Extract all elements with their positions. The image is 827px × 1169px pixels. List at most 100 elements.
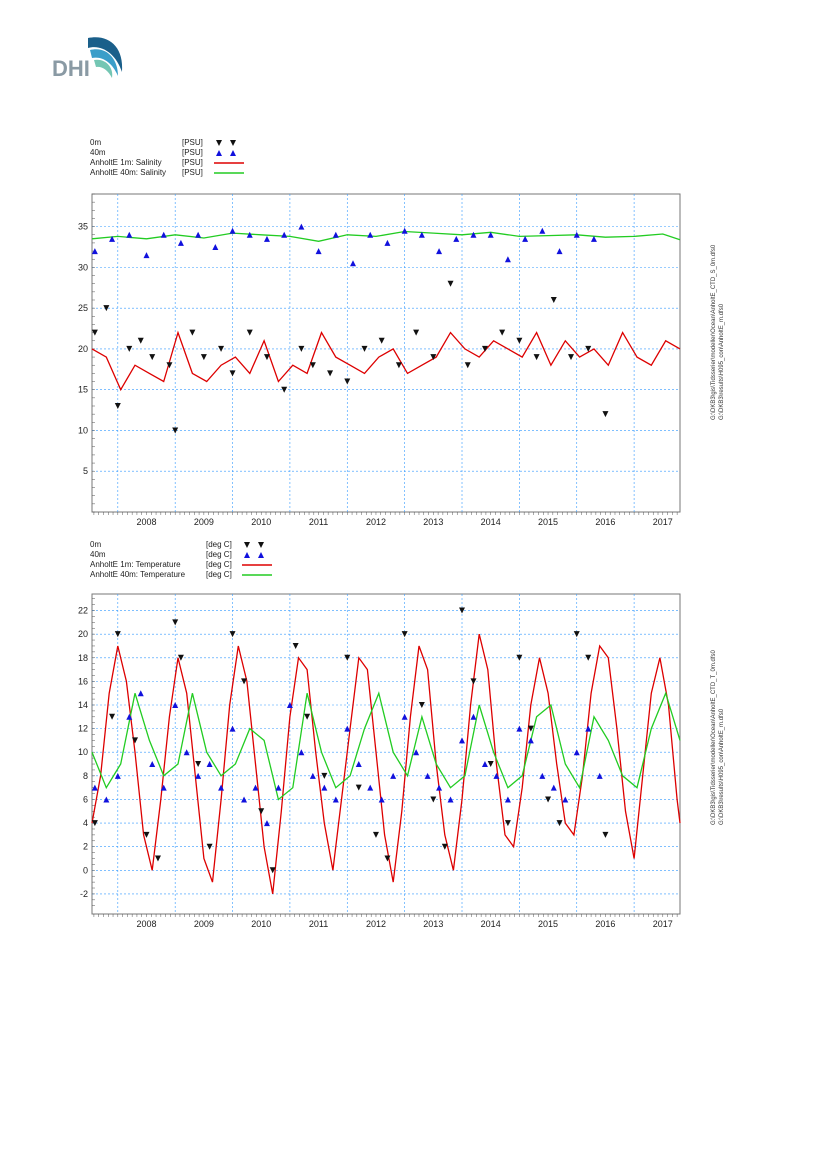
- legend-unit: [deg C]: [206, 570, 232, 579]
- surface-point: [246, 329, 253, 336]
- legend-unit: [deg C]: [206, 550, 232, 559]
- x-tick-label: 2010: [251, 517, 271, 527]
- x-tick-label: 2009: [194, 517, 214, 527]
- bottom-point: [195, 231, 202, 238]
- surface-point: [258, 808, 265, 815]
- series-line-1: [91, 230, 681, 242]
- bottom-point: [424, 772, 431, 779]
- surface-point: [241, 678, 248, 685]
- bottom-point: [298, 223, 305, 230]
- y-tick-label: 10: [78, 747, 88, 757]
- surface-point: [395, 362, 402, 369]
- dhi-logo: DHI: [52, 37, 123, 80]
- legend-unit: [PSU]: [182, 168, 203, 177]
- x-tick-label: 2016: [595, 919, 615, 929]
- y-tick-label: 16: [78, 676, 88, 686]
- bottom-point: [493, 772, 500, 779]
- bottom-point: [401, 227, 408, 234]
- red-line-icon: [214, 162, 244, 164]
- surface-point: [103, 305, 110, 312]
- bottom-point: [459, 737, 466, 744]
- legend-name: AnholtE 40m: Temperature: [90, 570, 186, 579]
- salinity-side-path-2: G:\DKB3\results\H095_con\AnholtE_m.dfs0: [719, 303, 725, 420]
- surface-point: [229, 631, 236, 638]
- bottom-point: [149, 761, 156, 768]
- bottom-point: [436, 784, 443, 791]
- surface-point: [361, 345, 368, 352]
- surface-point: [550, 297, 557, 303]
- bottom-point: [355, 761, 362, 768]
- logo-wave-light: [94, 59, 113, 78]
- surface-point: [602, 831, 609, 838]
- x-tick-label: 2012: [366, 517, 386, 527]
- bottom-point: [556, 248, 563, 255]
- surface-point: [372, 831, 379, 838]
- surface-point: [281, 386, 288, 393]
- surface-point: [200, 354, 207, 361]
- legend-name: 40m: [90, 148, 106, 157]
- bottom-point: [332, 796, 339, 803]
- bottom-point: [315, 248, 322, 255]
- surface-point: [166, 362, 173, 369]
- temperature-legend: 0m [deg C] 40m [deg C] AnholtE 1m: Tempe…: [90, 540, 290, 584]
- bottom-point: [350, 260, 357, 267]
- surface-point: [292, 642, 299, 649]
- x-tick-label: 2014: [481, 517, 501, 527]
- red-line-icon: [242, 564, 272, 566]
- surface-point: [355, 784, 362, 791]
- bottom-point: [160, 231, 167, 238]
- surface-point: [126, 345, 133, 352]
- x-tick-label: 2017: [653, 517, 673, 527]
- up-triangle-icon: [216, 150, 236, 156]
- bottom-point: [384, 239, 391, 246]
- surface-point: [109, 713, 116, 720]
- surface-point: [172, 427, 179, 434]
- bottom-point: [321, 784, 328, 791]
- bottom-point: [413, 749, 420, 756]
- surface-point: [556, 820, 563, 827]
- surface-point: [585, 345, 592, 352]
- plot-area: [91, 593, 681, 915]
- x-tick-label: 2013: [423, 919, 443, 929]
- bottom-point: [550, 784, 557, 791]
- surface-point: [154, 855, 161, 862]
- surface-point: [447, 280, 454, 287]
- x-tick-label: 2011: [309, 919, 328, 929]
- bottom-point: [229, 227, 236, 234]
- surface-point: [132, 737, 139, 744]
- y-tick-label: 2: [83, 842, 88, 852]
- bottom-point: [275, 784, 282, 791]
- bottom-point: [401, 713, 408, 720]
- x-tick-label: 2008: [136, 919, 156, 929]
- salinity-chart: 5 10 15 20 25 30 35 2008 2009 2010 2011 2012 2013 201…: [78, 193, 681, 527]
- surface-point: [527, 725, 534, 732]
- bottom-point: [378, 796, 385, 803]
- y-tick-label: 35: [78, 222, 88, 232]
- y-tick-label: -2: [80, 889, 88, 899]
- y-tick-label: 10: [78, 425, 88, 435]
- bottom-point: [195, 772, 202, 779]
- surface-point: [177, 654, 184, 661]
- bottom-point: [160, 784, 167, 791]
- surface-point: [327, 370, 334, 377]
- temperature-chart: -2 0 2 4 6 8 10 12 14 16 18 20 22 2008 2009 2010 2011 201…: [78, 593, 681, 929]
- surface-point: [545, 796, 552, 803]
- surface-point: [573, 631, 580, 638]
- bottom-point: [487, 231, 494, 238]
- surface-point: [430, 796, 437, 803]
- bottom-point: [332, 231, 339, 238]
- surface-point: [413, 329, 420, 336]
- surface-point: [206, 843, 213, 850]
- y-tick-label: 20: [78, 629, 88, 639]
- bottom-point: [590, 235, 597, 242]
- green-line-icon: [242, 574, 272, 576]
- surface-point: [304, 713, 311, 720]
- bottom-point: [344, 725, 351, 732]
- bottom-point: [481, 761, 488, 768]
- surface-point: [470, 678, 477, 685]
- bottom-point: [114, 772, 121, 779]
- surface-point: [602, 411, 609, 418]
- bottom-point: [539, 772, 546, 779]
- bottom-point: [218, 784, 225, 791]
- surface-point: [344, 654, 351, 661]
